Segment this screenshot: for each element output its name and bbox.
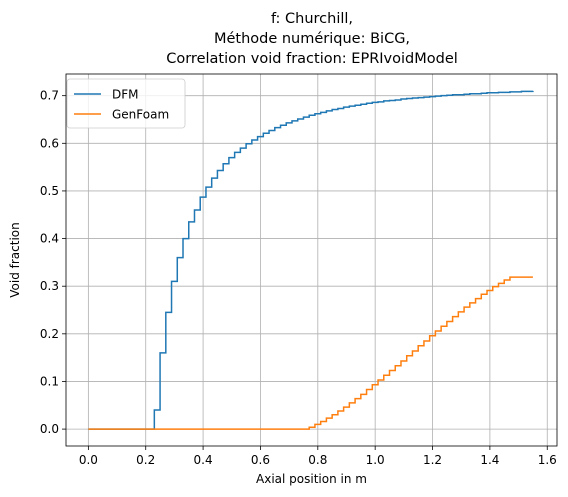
chart-title-line-3: Correlation void fraction: EPRIvoidModel xyxy=(166,51,458,67)
y-tick-label: 0.6 xyxy=(40,136,59,150)
legend-frame xyxy=(66,78,186,129)
y-tick-label: 0.3 xyxy=(40,279,59,293)
y-axis: 0.0 0.1 0.2 0.3 0.4 0.5 0.6 0.7 xyxy=(40,89,66,436)
chart-title: f: Churchill, Méthode numérique: BiCG, C… xyxy=(166,11,458,67)
y-grid xyxy=(66,95,557,430)
chart-title-line-1: f: Churchill, xyxy=(271,11,353,27)
series-line-dfm xyxy=(88,90,534,430)
x-tick-label: 1.2 xyxy=(423,453,442,467)
x-tick-label: 0.6 xyxy=(251,453,270,467)
y-tick-label: 0.0 xyxy=(40,422,59,436)
x-tick-label: 1.4 xyxy=(480,453,499,467)
x-tick-label: 1.0 xyxy=(366,453,385,467)
legend-label-genfoam: GenFoam xyxy=(112,108,169,122)
x-axis: 0.0 0.2 0.4 0.6 0.8 1.0 1.2 1.4 1.6 xyxy=(79,446,557,467)
y-tick-label: 0.1 xyxy=(40,374,59,388)
y-tick-label: 0.5 xyxy=(40,184,59,198)
x-tick-label: 0.0 xyxy=(79,453,98,467)
legend: DFM GenFoam xyxy=(66,78,186,129)
y-tick-label: 0.2 xyxy=(40,327,59,341)
x-tick-label: 0.2 xyxy=(136,453,155,467)
y-axis-label: Void fraction xyxy=(8,222,22,297)
x-tick-label: 0.4 xyxy=(194,453,213,467)
plot-area xyxy=(65,73,558,447)
chart-title-line-2: Méthode numérique: BiCG, xyxy=(214,31,410,47)
legend-label-dfm: DFM xyxy=(112,88,139,102)
x-tick-label: 0.8 xyxy=(308,453,327,467)
y-tick-label: 0.7 xyxy=(40,89,59,103)
y-tick-label: 0.4 xyxy=(40,232,59,246)
series-line-genfoam xyxy=(88,276,533,430)
x-axis-label: Axial position in m xyxy=(256,472,367,486)
x-grid xyxy=(87,74,548,446)
x-tick-label: 1.6 xyxy=(538,453,557,467)
series-layer xyxy=(88,90,534,430)
